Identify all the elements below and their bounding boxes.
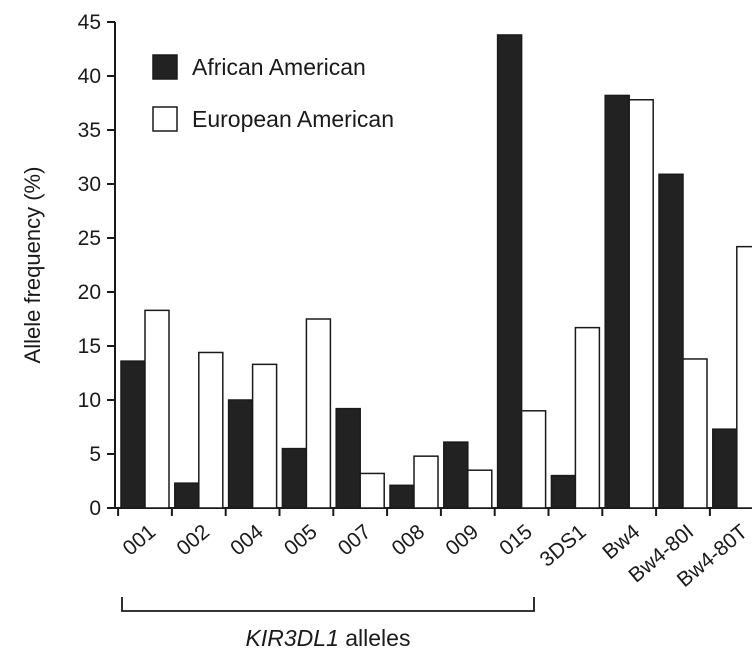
legend-swatch [152, 54, 178, 80]
bar-african-american-bw4-80t [712, 428, 738, 509]
group-label-rest: alleles [339, 625, 411, 651]
x-tick-label: 009 [441, 520, 483, 560]
group-label: KIR3DL1 alleles [246, 625, 411, 651]
legend-label: European American [192, 106, 394, 132]
bar-african-american-007 [335, 407, 361, 509]
x-tick-label: 004 [226, 520, 268, 560]
x-tick-label: 007 [334, 520, 376, 560]
bar-european-american-002 [198, 351, 224, 509]
bar-african-american-001 [120, 360, 146, 509]
bar-european-american-001 [144, 309, 170, 509]
bar-european-american-015 [520, 410, 547, 509]
y-tick-label: 25 [78, 227, 101, 250]
bar-european-american-004 [251, 363, 278, 509]
bar-african-american-bw4 [604, 94, 630, 509]
bracket-line [121, 597, 535, 612]
bar-european-american-bw4-80t [736, 245, 752, 509]
x-tick-label: 015 [495, 520, 537, 560]
x-tick-label: 005 [280, 520, 322, 560]
bar-african-american-004 [227, 399, 254, 509]
y-tick-label: 0 [89, 497, 101, 520]
legend-swatch [152, 106, 178, 132]
bar-african-american-002 [174, 482, 200, 509]
bars [120, 34, 752, 509]
y-tick-label: 45 [78, 11, 101, 34]
y-tick-label: 30 [78, 173, 101, 196]
bar-african-american-005 [281, 447, 308, 509]
bar-african-american-008 [389, 484, 415, 509]
y-tick-label: 10 [78, 389, 101, 412]
bar-african-american-3ds1 [550, 474, 577, 509]
bar-european-american-bw4-80i [682, 358, 708, 509]
y-tick-label: 5 [89, 443, 101, 466]
group-bracket: KIR3DL1 alleles [121, 597, 535, 651]
legend-label: African American [192, 54, 366, 80]
bar-european-american-009 [467, 469, 493, 509]
y-axis-title: Allele frequency (%) [20, 167, 45, 364]
y-tick-label: 15 [78, 335, 101, 358]
bar-european-american-008 [413, 455, 439, 509]
legend: African American European American [152, 54, 394, 132]
bar-european-american-3ds1 [574, 326, 601, 509]
bar-african-american-015 [496, 34, 523, 509]
x-tick-label: 002 [172, 520, 214, 560]
bar-european-american-bw4 [628, 99, 654, 509]
bar-european-american-007 [359, 472, 385, 509]
group-label-italic: KIR3DL1 [246, 625, 339, 651]
y-tick-label: 35 [78, 119, 101, 142]
x-tick-label: 3DS1 [536, 520, 591, 571]
y-tick-label: 40 [78, 65, 101, 88]
bar-african-american-bw4-80i [658, 173, 684, 509]
bar-european-american-005 [305, 318, 332, 509]
bar-african-american-009 [443, 441, 469, 509]
x-tick-label: 008 [388, 520, 430, 560]
y-tick-label: 20 [78, 281, 101, 304]
x-tick-label: 001 [119, 520, 161, 560]
